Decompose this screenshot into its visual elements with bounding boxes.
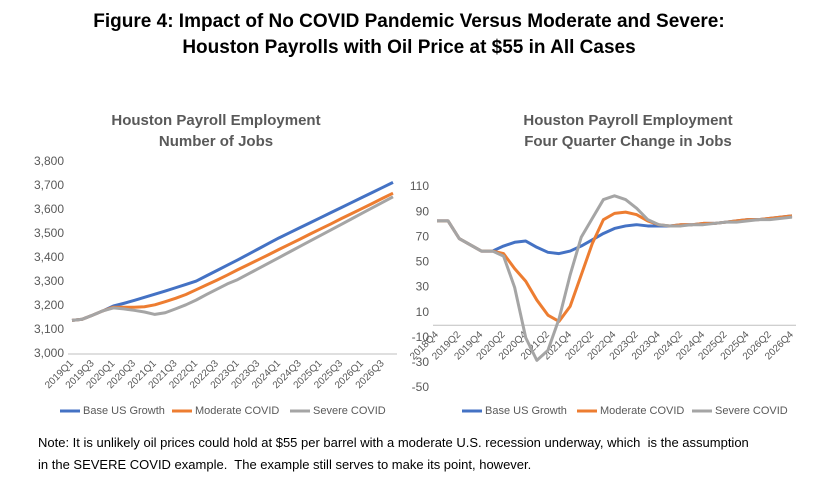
chart-subtitle: Number of Jobs <box>159 133 273 150</box>
legend-label: Moderate COVID <box>600 405 684 417</box>
data-line <box>71 181 394 322</box>
data-line <box>437 194 793 362</box>
chart-title: Houston Payroll Employment <box>111 112 320 129</box>
y-tick-label: 3,800 <box>34 154 64 168</box>
y-tick-label: 3,600 <box>34 202 64 216</box>
chart-subtitle: Four Quarter Change in Jobs <box>524 133 732 150</box>
y-tick-label: -50 <box>412 380 430 394</box>
y-tick-label: 90 <box>416 204 430 218</box>
y-tick-label: 3,000 <box>34 346 64 360</box>
chart-title: Houston Payroll Employment <box>523 112 732 129</box>
note: Note: It is unlikely oil prices could ho… <box>38 435 753 472</box>
y-tick-label: -10 <box>412 330 430 344</box>
data-line <box>71 195 394 322</box>
y-tick-label: 3,200 <box>34 298 64 312</box>
y-tick-label: 110 <box>410 179 429 193</box>
y-tick-label: 50 <box>416 255 430 269</box>
y-tick-label: 70 <box>416 229 430 243</box>
figure-title: Figure 4: Impact of No COVID Pandemic Ve… <box>93 11 724 32</box>
y-tick-label: 30 <box>416 280 430 294</box>
y-tick-label: -30 <box>412 355 430 369</box>
y-tick-label: 10 <box>416 305 430 319</box>
legend-label: Moderate COVID <box>195 405 279 417</box>
legend-label: Base US Growth <box>485 405 567 417</box>
figure-title: Houston Payrolls with Oil Price at $55 i… <box>182 37 635 58</box>
figure: Figure 4: Impact of No COVID Pandemic Ve… <box>34 11 796 417</box>
legend-label: Severe COVID <box>715 405 788 417</box>
y-tick-label: 3,700 <box>34 178 64 192</box>
legend-label: Base US Growth <box>83 405 165 417</box>
data-line <box>71 191 394 322</box>
y-tick-label: 3,100 <box>34 322 64 336</box>
y-tick-label: 3,500 <box>34 226 64 240</box>
legend-label: Severe COVID <box>313 405 386 417</box>
y-tick-label: 3,400 <box>34 250 64 264</box>
y-tick-label: 3,300 <box>34 274 64 288</box>
